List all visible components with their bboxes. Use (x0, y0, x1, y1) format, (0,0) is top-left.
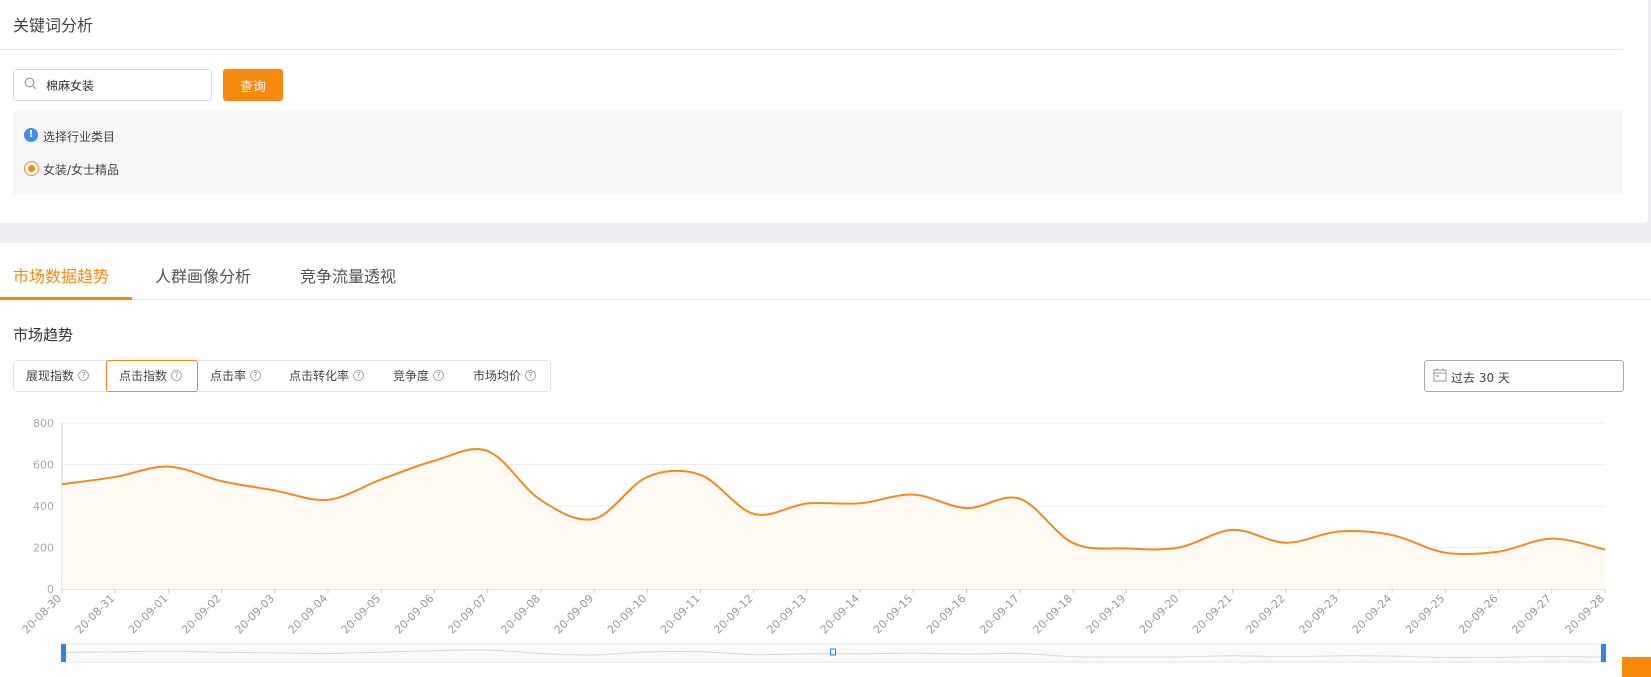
x-tick-label: 20-09-09 (552, 592, 597, 637)
zoom-handle-left[interactable] (61, 644, 66, 662)
metric-avg-price[interactable]: 市场均价? (473, 361, 553, 391)
x-tick-label: 20-09-20 (1137, 592, 1182, 637)
x-tick-label: 20-09-10 (605, 592, 650, 637)
x-tick-label: 20-09-17 (977, 592, 1022, 637)
x-tick-label: 20-09-18 (1031, 592, 1076, 637)
floating-action-button[interactable] (1622, 657, 1651, 677)
x-tick-label: 20-09-15 (871, 592, 916, 637)
y-tick-label: 800 (33, 417, 54, 430)
x-tick-label: 20-09-14 (818, 592, 863, 637)
panel-divider (0, 49, 1623, 50)
zoom-center-grip[interactable] (830, 648, 836, 656)
help-icon[interactable]: ? (78, 370, 90, 381)
x-tick-label: 20-08-31 (73, 592, 118, 637)
info-icon: ! (24, 128, 38, 142)
tab-crowd-portrait[interactable]: 人群画像分析 (155, 267, 252, 286)
zoom-handle-right[interactable] (1601, 644, 1606, 662)
tab-market-trend[interactable]: 市场数据趋势 (13, 267, 110, 286)
metric-impression-index[interactable]: 展现指数? (26, 361, 106, 391)
metric-label: 竞争度 (393, 369, 430, 383)
industry-prompt: 选择行业类目 (43, 130, 116, 144)
active-tab-indicator (0, 297, 132, 300)
x-tick-label: 20-09-04 (286, 592, 331, 637)
y-tick-label: 600 (33, 459, 54, 472)
keyword-panel: 关键词分析 查询 ! 选择行业类目 女装/女士精品 (0, 0, 1648, 223)
x-tick-label: 20-09-25 (1403, 592, 1448, 637)
x-tick-label: 20-09-12 (711, 592, 756, 637)
metric-ctr[interactable]: 点击率? (210, 361, 280, 391)
calendar-icon (1433, 368, 1447, 382)
industry-option-label[interactable]: 女装/女士精品 (43, 163, 120, 177)
help-icon[interactable]: ? (525, 370, 537, 381)
keyword-search-box[interactable] (13, 69, 212, 101)
series-line (61, 448, 1606, 556)
section-title: 市场趋势 (13, 326, 74, 344)
industry-radio[interactable] (24, 161, 39, 176)
x-tick-label: 20-09-03 (232, 592, 277, 637)
help-icon[interactable]: ? (433, 370, 445, 381)
x-tick-label: 20-09-19 (1084, 592, 1129, 637)
help-icon[interactable]: ? (250, 370, 262, 381)
analysis-panel: 市场数据趋势 人群画像分析 竞争流量透视 市场趋势 展现指数? 点击指数? 点击… (0, 243, 1651, 677)
x-tick-label: 20-08-30 (20, 592, 65, 637)
x-tick-label: 20-09-05 (339, 592, 384, 637)
metric-label: 市场均价 (473, 369, 522, 383)
x-tick-label: 20-09-22 (1243, 592, 1288, 637)
date-range-label: 过去 30 天 (1451, 371, 1510, 385)
x-tick-label: 20-09-02 (179, 592, 224, 637)
metric-label: 点击转化率 (289, 369, 350, 383)
x-tick-label: 20-09-28 (1563, 592, 1608, 637)
x-tick-label: 20-09-27 (1509, 592, 1554, 637)
date-range-picker[interactable]: 过去 30 天 (1424, 360, 1624, 392)
x-tick-label: 20-09-26 (1456, 592, 1501, 637)
metric-label: 点击率 (210, 369, 247, 383)
x-tick-label: 20-09-24 (1350, 592, 1395, 637)
x-tick-label: 20-09-11 (658, 592, 703, 637)
search-icon (24, 77, 37, 90)
metric-click-index[interactable]: 点击指数? (106, 360, 198, 392)
query-button[interactable]: 查询 (223, 69, 283, 101)
help-icon[interactable]: ? (353, 370, 365, 381)
keyword-search-input[interactable] (46, 75, 206, 95)
x-tick-label: 20-09-21 (1190, 592, 1235, 637)
y-tick-label: 400 (33, 500, 54, 513)
x-tick-label: 20-09-13 (765, 592, 810, 637)
metric-selector: 展现指数? 点击指数? 点击率? 点击转化率? 竞争度? 市场均价? (13, 360, 551, 392)
x-tick-label: 20-09-07 (445, 592, 490, 637)
x-tick-label: 20-09-01 (126, 592, 171, 637)
help-icon[interactable]: ? (171, 370, 183, 381)
metric-label: 点击指数 (119, 369, 168, 383)
metric-label: 展现指数 (26, 369, 75, 383)
y-tick-label: 0 (47, 583, 54, 596)
x-tick-label: 20-09-23 (1297, 592, 1342, 637)
tab-competition-traffic[interactable]: 竞争流量透视 (300, 267, 397, 286)
zoom-slider-preview (61, 649, 1606, 658)
x-tick-label: 20-09-16 (924, 592, 969, 637)
analysis-tabs: 市场数据趋势 人群画像分析 竞争流量透视 (0, 243, 1651, 300)
series-area (62, 449, 1605, 589)
metric-conversion-rate[interactable]: 点击转化率? (289, 361, 389, 391)
x-tick-label: 20-09-08 (498, 592, 543, 637)
metric-competition[interactable]: 竞争度? (393, 361, 463, 391)
industry-selector: ! 选择行业类目 女装/女士精品 (13, 111, 1623, 194)
y-tick-label: 200 (33, 542, 54, 555)
x-tick-label: 20-09-06 (392, 592, 437, 637)
keyword-panel-title: 关键词分析 (13, 16, 94, 35)
